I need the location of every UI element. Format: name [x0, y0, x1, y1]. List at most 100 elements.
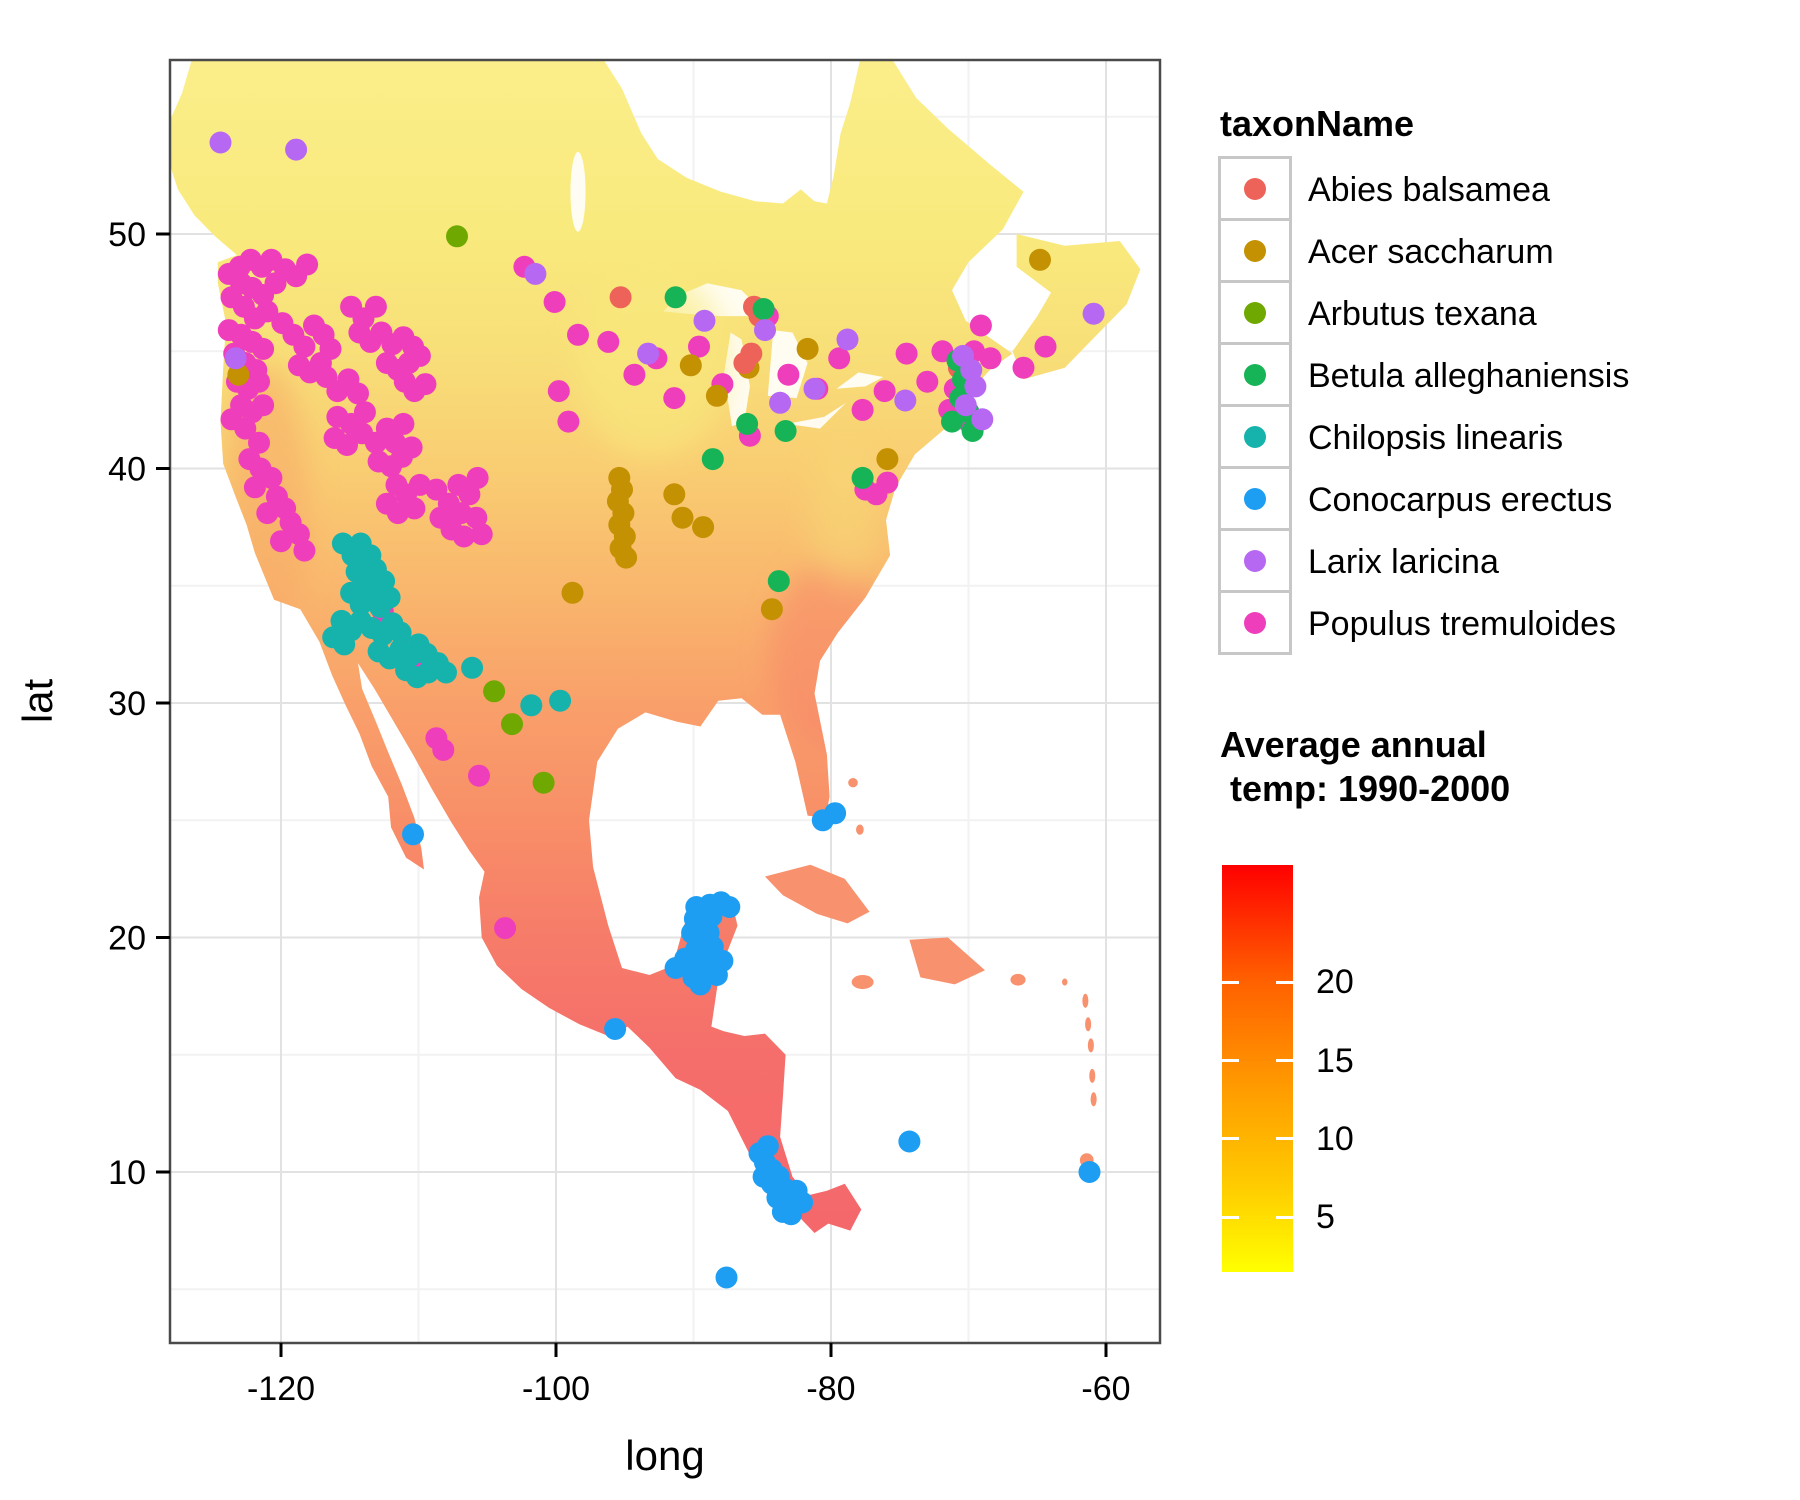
- data-point: [733, 352, 756, 374]
- legend-label: Chilopsis linearis: [1308, 418, 1564, 457]
- data-point: [954, 394, 977, 417]
- data-point: [252, 337, 275, 360]
- data-point: [429, 506, 452, 529]
- data-point: [248, 431, 270, 454]
- data-point: [663, 387, 686, 410]
- data-point: [270, 530, 292, 553]
- data-point: [777, 363, 800, 386]
- data-point: [688, 335, 710, 358]
- x-tick-label: -80: [806, 1370, 855, 1408]
- x-tick-label: -60: [1081, 1370, 1130, 1408]
- data-point: [465, 506, 488, 529]
- data-point: [894, 389, 917, 412]
- data-point: [256, 502, 279, 525]
- data-point: [760, 598, 783, 621]
- y-tick-label: 30: [108, 685, 146, 723]
- small-island: [1089, 1068, 1096, 1083]
- data-point: [532, 771, 555, 794]
- data-point: [224, 347, 247, 370]
- colorbar-tick-mark: [1276, 980, 1293, 984]
- data-point: [364, 295, 387, 318]
- legend-entry: Betula alleghaniensis: [1218, 342, 1630, 407]
- data-point: [836, 328, 859, 351]
- great-lake: [787, 402, 847, 429]
- taxon-dot-icon: [1244, 611, 1266, 634]
- legend-label: Betula alleghaniensis: [1308, 356, 1630, 395]
- data-point: [567, 323, 589, 346]
- data-point: [780, 1203, 803, 1226]
- data-point: [718, 896, 741, 918]
- data-point: [285, 138, 308, 161]
- taxon-dot-icon: [1244, 177, 1266, 200]
- data-point: [876, 448, 899, 471]
- small-island: [1087, 1038, 1094, 1053]
- data-point: [774, 420, 797, 442]
- taxon-dot-icon: [1244, 487, 1266, 510]
- legend-entry: Populus tremuloides: [1218, 590, 1629, 655]
- data-point: [392, 412, 415, 435]
- data-point: [824, 802, 847, 825]
- legend-entry: Acer saccharum: [1218, 218, 1629, 283]
- x-tick-label: -100: [522, 1370, 590, 1408]
- colorbar-tick-mark: [1276, 1059, 1293, 1063]
- data-point: [1034, 335, 1057, 358]
- taxon-dot-icon: [1244, 363, 1266, 386]
- data-point: [701, 448, 724, 471]
- data-point: [336, 434, 358, 456]
- data-point: [756, 1135, 779, 1158]
- colorbar-tick-label: 15: [1316, 1041, 1354, 1080]
- small-island: [856, 824, 864, 835]
- y-tick-label: 50: [108, 216, 146, 254]
- legend-entry: Conocarpus erectus: [1218, 466, 1629, 531]
- data-point: [260, 466, 283, 489]
- legend-key-box: [1218, 218, 1292, 283]
- data-point: [895, 342, 918, 365]
- data-point: [333, 633, 356, 656]
- data-point: [609, 286, 632, 309]
- data-point: [803, 377, 826, 400]
- data-point: [483, 680, 506, 703]
- legend-label: Arbutus texana: [1308, 294, 1537, 333]
- data-point: [736, 412, 759, 435]
- data-point: [408, 473, 431, 496]
- colorbar-title: Average annual temp: 1990-2000: [1220, 724, 1511, 809]
- legend-entry: Abies balsamea: [1218, 156, 1629, 221]
- climate-overlay: [810, 445, 880, 586]
- data-point: [470, 523, 493, 546]
- legend-label: Acer saccharum: [1308, 232, 1554, 271]
- legend-entry: Arbutus texana: [1218, 280, 1629, 345]
- data-point: [623, 363, 646, 386]
- legend-label: Populus tremuloides: [1308, 604, 1617, 643]
- legend-title: taxonName: [1220, 103, 1415, 144]
- legend-label: Abies balsamea: [1308, 170, 1550, 209]
- data-point: [873, 380, 896, 403]
- data-point: [752, 298, 775, 320]
- legend-key-box: [1218, 280, 1292, 345]
- occurrence-points: [209, 131, 1105, 1289]
- data-point: [524, 262, 547, 285]
- data-point: [979, 347, 1002, 370]
- taxon-dot-icon: [1244, 239, 1266, 262]
- legend-label: Conocarpus erectus: [1308, 480, 1613, 519]
- data-point: [425, 478, 448, 501]
- data-point: [547, 380, 570, 403]
- taxon-dot-icon: [1244, 301, 1266, 324]
- data-point: [461, 656, 484, 679]
- data-point: [227, 363, 250, 386]
- data-point: [520, 694, 543, 717]
- temperature-colorbar: [1222, 865, 1293, 1272]
- legend-key-box: [1218, 466, 1292, 531]
- data-point: [828, 347, 851, 370]
- data-point: [494, 917, 517, 940]
- data-point: [851, 398, 874, 421]
- data-point: [468, 764, 490, 787]
- data-point: [1082, 302, 1105, 325]
- colorbar-tick-label: 5: [1316, 1198, 1335, 1237]
- data-point: [389, 621, 412, 644]
- data-point: [466, 466, 489, 489]
- data-point: [549, 689, 572, 712]
- hispaniola-island: [909, 937, 985, 985]
- data-point: [319, 337, 342, 360]
